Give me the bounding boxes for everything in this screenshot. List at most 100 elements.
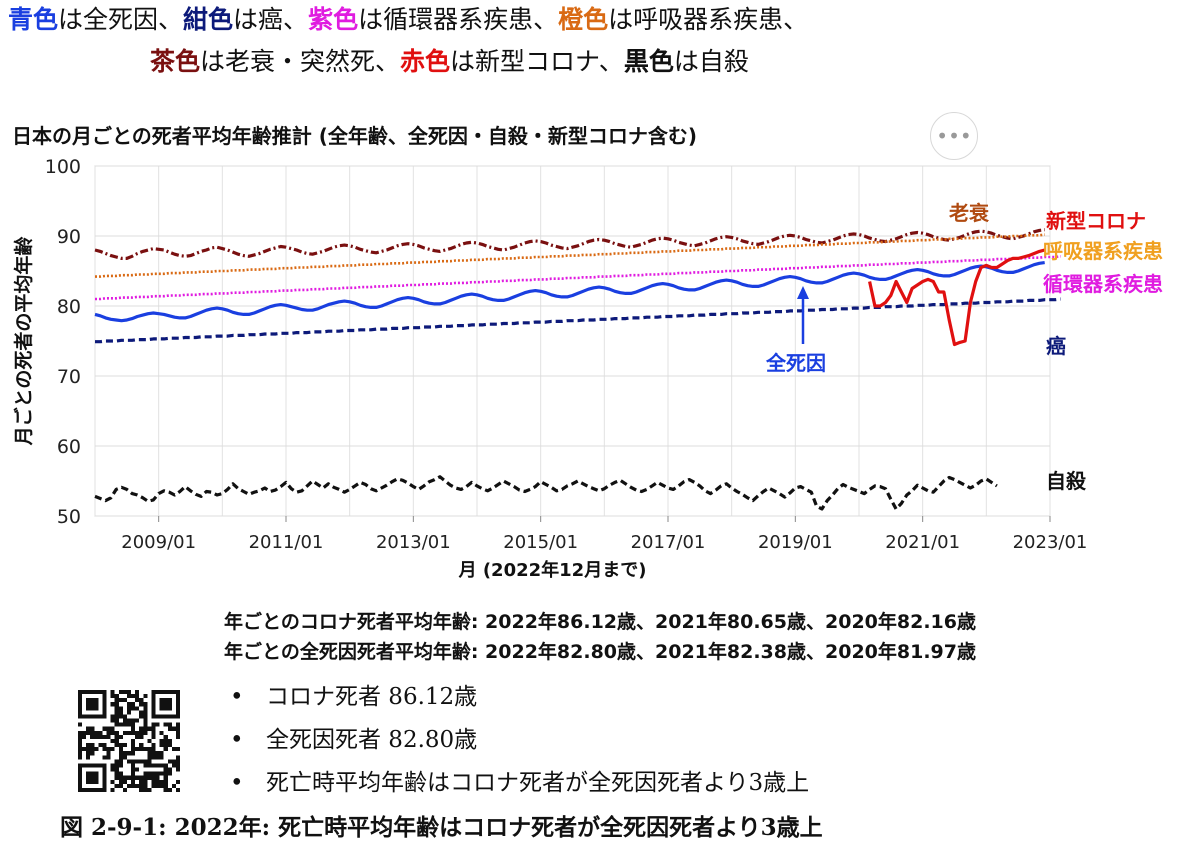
legend-text: は自殺 xyxy=(673,47,749,76)
bullet-list: コロナ死者 86.12歳 全死因死者 82.80歳 死亡時平均年齢はコロナ死者が… xyxy=(230,676,809,805)
qr-module xyxy=(90,751,95,756)
qr-module xyxy=(135,747,140,752)
qr-module xyxy=(118,714,123,719)
qr-module xyxy=(126,718,132,723)
qr-module xyxy=(122,779,127,784)
qr-module xyxy=(155,783,160,788)
qr-module xyxy=(143,694,148,699)
qr-module xyxy=(126,730,132,735)
qr-module xyxy=(98,734,103,739)
qr-module xyxy=(167,738,172,744)
qr-module xyxy=(143,702,148,707)
qr-module xyxy=(155,763,160,768)
y-tick-label: 80 xyxy=(57,296,81,318)
qr-finder-core xyxy=(86,771,99,784)
qr-module xyxy=(90,743,95,748)
qr-module xyxy=(163,783,168,788)
qr-module xyxy=(114,730,119,735)
series-label: 老衰 xyxy=(949,201,990,225)
qr-module xyxy=(143,775,148,780)
qr-module xyxy=(147,759,152,764)
qr-module xyxy=(151,734,156,739)
qr-module xyxy=(143,706,148,711)
qr-module xyxy=(122,714,127,719)
qr-module xyxy=(163,734,168,739)
qr-module xyxy=(82,747,87,752)
qr-module xyxy=(143,730,148,735)
ellipsis-icon[interactable]: ••• xyxy=(930,112,978,160)
qr-module xyxy=(122,755,127,760)
qr-module xyxy=(110,702,115,707)
qr-module xyxy=(175,734,180,739)
qr-module xyxy=(106,734,111,739)
qr-module xyxy=(151,775,156,780)
qr-module xyxy=(163,738,168,744)
qr-module xyxy=(151,722,156,727)
qr-module xyxy=(114,718,119,723)
qr-module xyxy=(122,722,127,727)
qr-module xyxy=(143,714,148,719)
qr-module xyxy=(106,726,111,731)
qr-module xyxy=(131,706,136,711)
qr-module xyxy=(175,767,180,772)
qr-module xyxy=(167,771,172,776)
qr-module xyxy=(122,787,127,792)
qr-module xyxy=(163,771,168,776)
qr-module xyxy=(106,755,111,760)
x-tick-label: 2023/01 xyxy=(1013,532,1088,553)
qr-module xyxy=(135,718,140,723)
qr-module xyxy=(151,755,156,760)
qr-module xyxy=(159,763,164,768)
qr-module xyxy=(114,694,119,699)
qr-module xyxy=(114,706,119,711)
qr-module xyxy=(122,751,127,756)
qr-module xyxy=(143,783,148,788)
legend-color-name: 黒色 xyxy=(623,47,674,76)
series-label: 呼吸器系疾患 xyxy=(1043,239,1163,263)
qr-module xyxy=(126,722,132,727)
qr-module xyxy=(90,726,95,731)
qr-module xyxy=(78,751,83,756)
qr-module xyxy=(155,722,160,727)
qr-module xyxy=(159,738,164,744)
qr-module xyxy=(139,747,144,752)
qr-module xyxy=(94,734,99,739)
arrow-head-icon xyxy=(797,286,809,299)
qr-module xyxy=(159,755,164,760)
series-label: 循環器系疾患 xyxy=(1043,272,1163,296)
qr-module xyxy=(131,726,136,731)
qr-module xyxy=(102,747,107,752)
qr-module xyxy=(118,783,123,788)
qr-module xyxy=(114,743,119,748)
qr-module xyxy=(147,755,152,760)
x-tick-label: 2021/01 xyxy=(885,532,960,553)
qr-module xyxy=(175,779,180,784)
qr-module xyxy=(131,783,136,788)
qr-module xyxy=(86,730,91,735)
qr-module xyxy=(135,698,140,703)
qr-module xyxy=(94,747,99,752)
qr-module xyxy=(175,759,180,764)
qr-module xyxy=(102,755,107,760)
qr-module xyxy=(167,722,172,727)
qr-module xyxy=(143,787,148,792)
qr-module xyxy=(131,771,136,776)
series-line-自殺 xyxy=(94,475,998,511)
legend-text: は癌、 xyxy=(233,5,309,34)
legend-text: は新型コロナ、 xyxy=(450,47,624,76)
qr-module xyxy=(90,730,95,735)
series-label: 癌 xyxy=(1046,334,1066,358)
qr-module xyxy=(126,775,132,780)
qr-module xyxy=(171,747,176,752)
qr-module xyxy=(163,743,168,748)
qr-module xyxy=(131,779,136,784)
qr-module xyxy=(139,698,144,703)
qr-module xyxy=(90,734,95,739)
qr-module xyxy=(118,698,123,703)
legend-line-1: 青色は全死因、紺色は癌、紫色は循環器系疾患、橙色は呼吸器系疾患、 xyxy=(8,0,808,40)
qr-module xyxy=(98,730,103,735)
qr-module xyxy=(118,771,123,776)
list-item: 全死因死者 82.80歳 xyxy=(230,719,809,762)
qr-module xyxy=(98,743,103,748)
qr-module xyxy=(167,743,172,748)
